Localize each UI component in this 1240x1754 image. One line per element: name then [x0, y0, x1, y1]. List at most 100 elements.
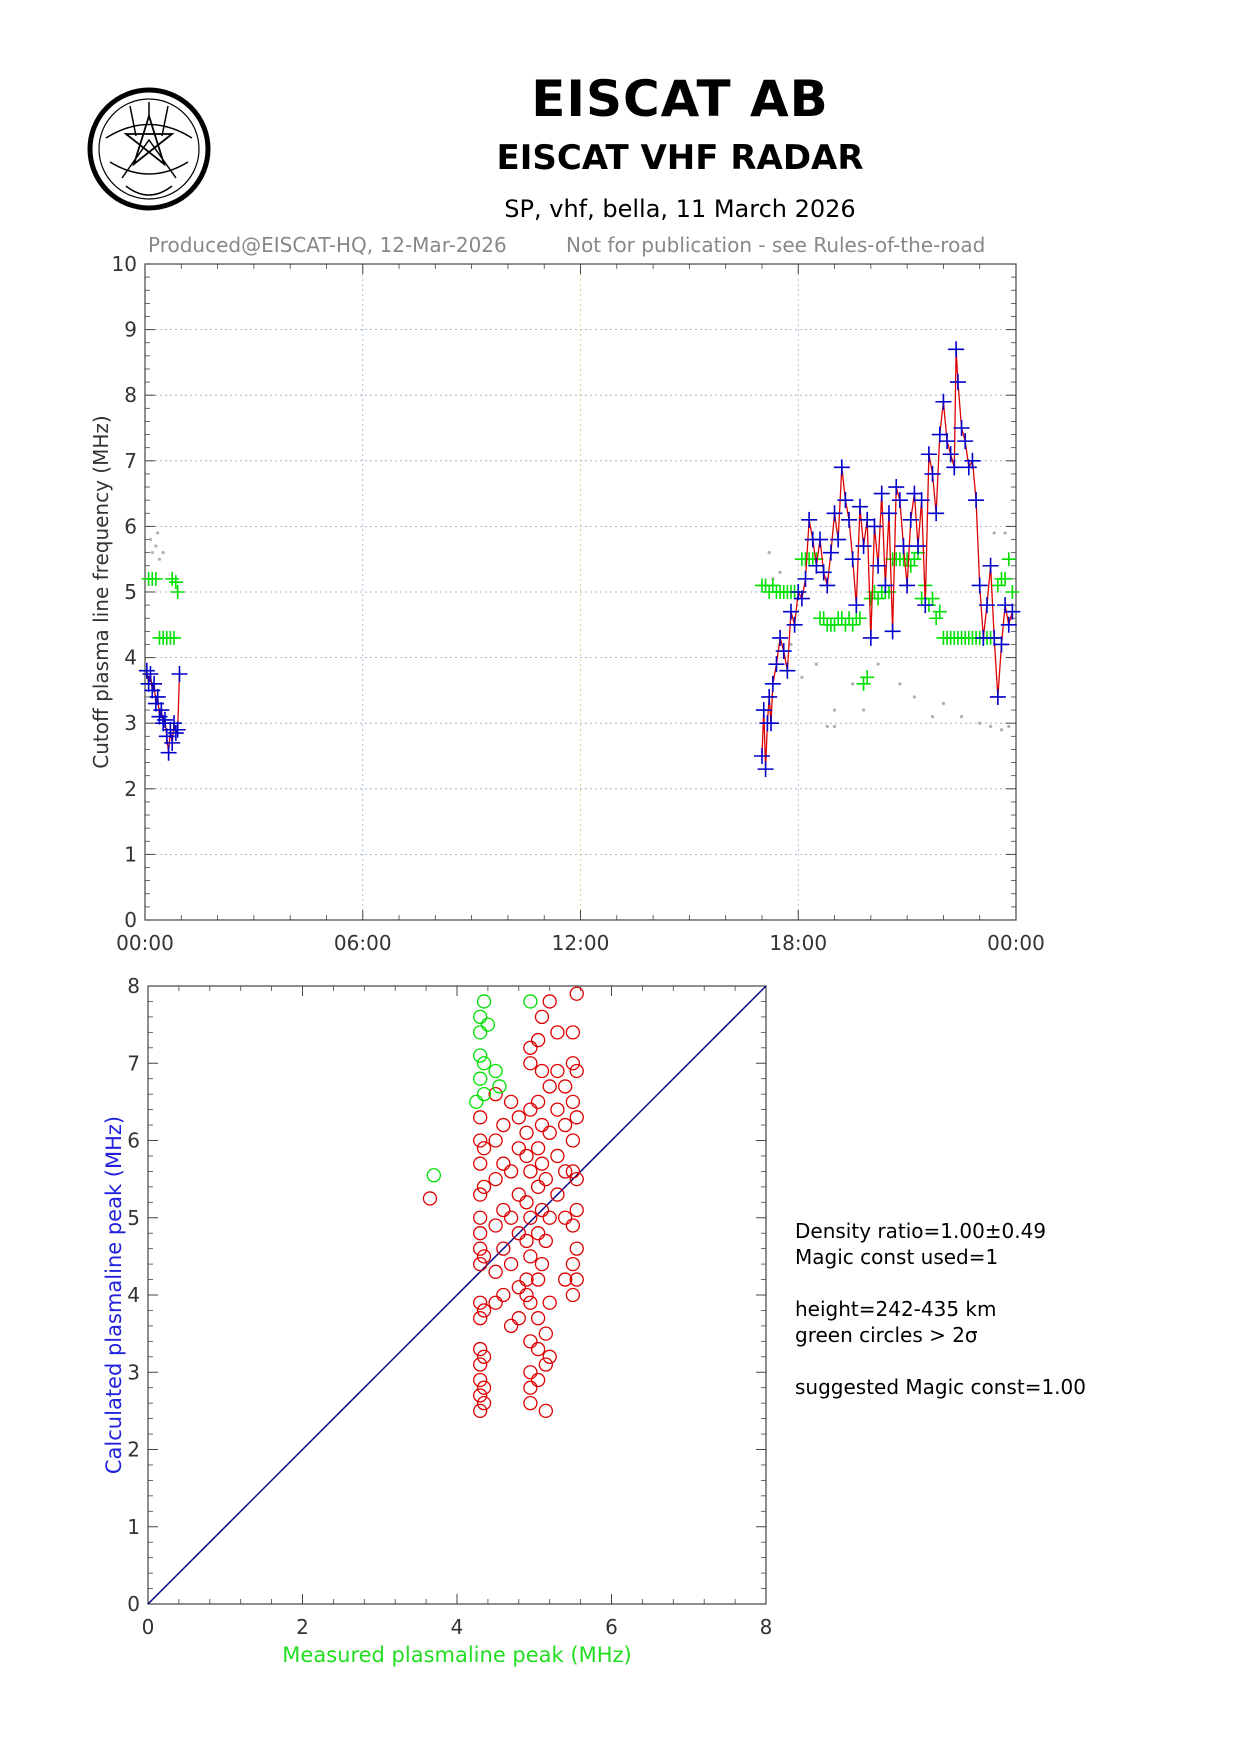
y-tick-label: 9: [124, 318, 137, 342]
cutoff-point: [866, 518, 883, 535]
data-circle: [569, 986, 584, 1001]
background-point: [154, 544, 158, 548]
y-axis-label: Cutoff plasma line frequency (MHz): [89, 415, 113, 768]
data-circle: [534, 1063, 550, 1079]
cutoff-point: [935, 393, 952, 410]
data-circle: [523, 1164, 538, 1179]
data-circle: [473, 1110, 488, 1125]
disclaimer-note: Not for publication - see Rules-of-the-r…: [566, 233, 986, 257]
cutoff-point: [953, 420, 970, 436]
cutoff-point: [786, 616, 803, 633]
cutoff-point: [993, 636, 1010, 653]
fit-notes: Density ratio=1.00±0.49 Magic const used…: [795, 1218, 1086, 1400]
data-circle: [565, 1094, 581, 1110]
cutoff-point: [948, 341, 965, 358]
data-circle: [523, 1040, 538, 1055]
green-point: [998, 571, 1013, 586]
cutoff-point: [797, 570, 814, 587]
green-point: [168, 575, 183, 590]
cutoff-point: [833, 459, 850, 476]
background-point: [999, 728, 1004, 732]
cutoff-point: [964, 452, 981, 469]
data-circle: [496, 1287, 511, 1303]
y2-tick-label: 6: [127, 1129, 140, 1153]
cutoff-point: [997, 597, 1014, 614]
cutoff-point: [920, 446, 937, 463]
y-tick-label: 7: [124, 449, 137, 473]
data-circle: [476, 1349, 492, 1364]
background-point: [800, 675, 804, 679]
data-circle: [542, 1295, 557, 1310]
background-point: [778, 570, 782, 574]
cutoff-point: [931, 426, 948, 443]
outlier-circle: [469, 1094, 484, 1110]
outlier-circle: [473, 1025, 488, 1040]
data-circle: [538, 1403, 553, 1419]
data-circle: [558, 1210, 573, 1225]
data-circle: [473, 1295, 488, 1310]
data-circle: [488, 1295, 503, 1310]
data-circle: [473, 1388, 488, 1403]
background-point: [832, 708, 837, 712]
cutoff-point: [790, 584, 807, 600]
cutoff-point: [169, 721, 186, 738]
background-point: [898, 682, 902, 686]
org-title: EISCAT AB: [531, 70, 829, 128]
outlier-circle: [476, 1087, 492, 1102]
background-point: [789, 642, 793, 647]
background-point: [767, 551, 771, 555]
y-tick-label: 1: [124, 842, 137, 866]
x-tick-label: 06:00: [334, 931, 392, 955]
data-circle: [523, 1056, 538, 1071]
cutoff-point: [149, 688, 166, 705]
data-circle: [530, 1226, 546, 1241]
run-subtitle: SP, vhf, bella, 11 March 2026: [504, 195, 856, 223]
density-ratio-text: Density ratio=1.00±0.49: [795, 1219, 1047, 1243]
data-circle: [569, 1171, 584, 1187]
data-circle: [473, 1226, 488, 1241]
eiscat-logo: [87, 87, 211, 211]
y2-axis-label: Calculated plasmaline peak (MHz): [102, 1116, 126, 1474]
cutoff-point: [851, 498, 868, 515]
cutoff-point: [782, 603, 799, 620]
cutoff-point: [808, 557, 825, 574]
data-circle: [558, 1164, 573, 1179]
cutoff-point: [888, 479, 905, 496]
cutoff-point: [153, 702, 170, 719]
background-point: [148, 537, 153, 542]
outlier-circle: [473, 1009, 488, 1025]
data-circle: [473, 1187, 488, 1202]
data-circle: [488, 1087, 503, 1102]
green-point: [165, 571, 180, 586]
cutoff-point: [167, 725, 184, 742]
cutoff-point: [986, 629, 1003, 646]
data-circle: [488, 1218, 503, 1233]
cutoff-point: [942, 446, 959, 463]
cutoff-point: [156, 711, 173, 728]
green-point: [925, 591, 940, 606]
background-point: [912, 695, 916, 699]
cutoff-point: [826, 505, 843, 522]
data-circle: [534, 1009, 550, 1025]
cutoff-point: [855, 538, 872, 555]
data-circle: [542, 994, 557, 1009]
data-circle: [519, 1148, 534, 1164]
radar-title: EISCAT VHF RADAR: [496, 138, 864, 178]
data-circle: [530, 1032, 546, 1048]
cutoff-point: [877, 577, 894, 594]
green-point: [148, 571, 163, 586]
background-point: [157, 557, 162, 561]
outlier-circle: [488, 1063, 503, 1079]
background-point: [992, 531, 996, 535]
y-tick-label: 5: [124, 580, 137, 604]
data-circle: [476, 1396, 492, 1411]
y2-tick-label: 0: [127, 1592, 140, 1616]
suggested-magic-text: suggested Magic const=1.00: [795, 1375, 1086, 1399]
data-circle: [473, 1357, 488, 1372]
data-circle: [565, 1256, 581, 1272]
green-point: [1001, 552, 1016, 567]
data-circle: [473, 1241, 488, 1256]
data-circle: [473, 1156, 488, 1171]
data-circle: [523, 1295, 538, 1310]
